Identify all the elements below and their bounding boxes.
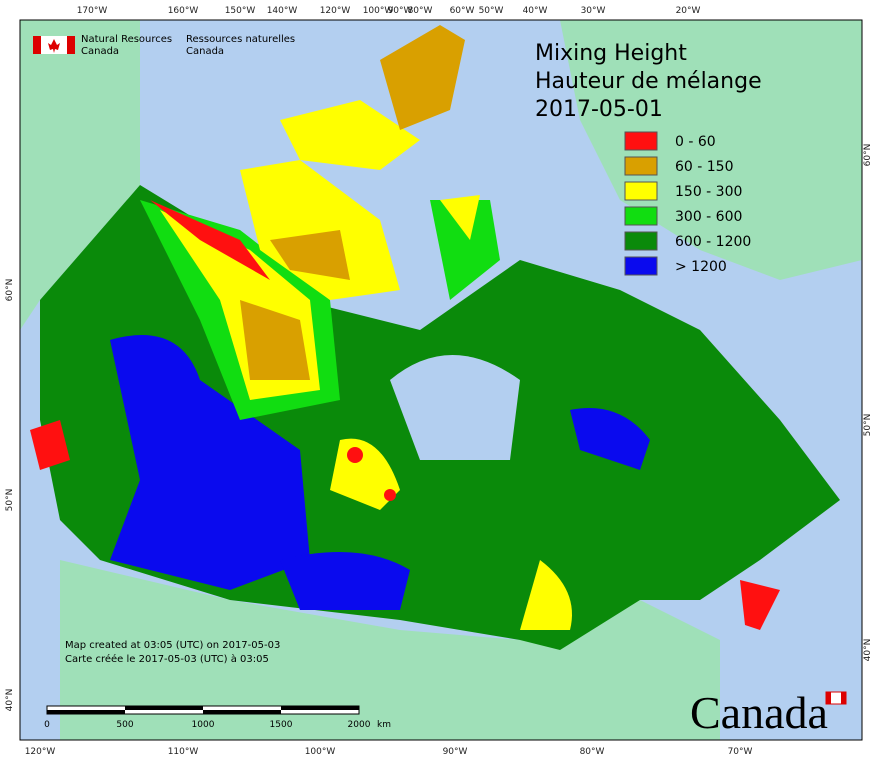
flag-bar	[33, 36, 41, 54]
scale-unit: km	[377, 720, 391, 730]
longitude-label: 100°W	[363, 6, 394, 16]
date: 2017-05-01	[535, 97, 663, 122]
scale-label: 1500	[270, 720, 293, 730]
legend-swatch	[624, 231, 658, 251]
frame	[19, 19, 863, 741]
neighbours	[20, 20, 862, 740]
flag-bar	[841, 692, 846, 704]
note: Map created at 03:05 (UTC) on 2017-05-03	[65, 640, 280, 651]
title-fr: Hauteur de mélange	[535, 69, 762, 94]
scale-segment	[47, 710, 125, 714]
longitude-label: 30°W	[581, 6, 606, 16]
legend-label: 0 - 60	[675, 134, 716, 150]
header: Natural Resources Canada Ressources natu…	[33, 34, 295, 57]
longitude-label: 80°W	[408, 6, 433, 16]
longitude-label: 70°W	[728, 747, 753, 757]
latitude-label: 50°N	[5, 489, 15, 512]
longitude-label: 140°W	[267, 6, 298, 16]
legend-label: 600 - 1200	[675, 234, 751, 250]
legend-swatch	[624, 256, 658, 276]
longitude-label: 110°W	[168, 747, 199, 757]
longitude-label: 90°W	[388, 6, 413, 16]
legend-label: 150 - 300	[675, 184, 742, 200]
legend-swatch	[624, 156, 658, 176]
longitude-label: 160°W	[168, 6, 199, 16]
scale-segment	[125, 706, 203, 710]
latitude-label: 50°N	[863, 414, 873, 437]
legend-swatch	[624, 131, 658, 151]
scale-segment	[281, 706, 359, 710]
longitude-label: 20°W	[676, 6, 701, 16]
scale-label: 1000	[192, 720, 215, 730]
scale-bar: 0 500 1000 1500 2000 km	[44, 705, 391, 730]
graticule: 170°W 160°W 150°W 140°W 120°W 100°W90°W80°W 60…	[5, 6, 873, 757]
longitude-label: 170°W	[77, 6, 108, 16]
note: Carte créée le 2017-05-03 (UTC) à 03:05	[65, 653, 269, 665]
longitude-label: 60°W	[450, 6, 475, 16]
scale-label: 2000	[348, 720, 371, 730]
wordmark: Canada	[690, 687, 828, 738]
canada-land	[30, 25, 840, 650]
legend-swatch	[624, 206, 658, 226]
country-fr: Canada	[186, 46, 224, 57]
scale-label: 500	[116, 720, 133, 730]
longitude-label: 40°W	[523, 6, 548, 16]
scale-label: 0	[44, 720, 50, 730]
maple-leaf	[48, 39, 60, 53]
country-en: Canada	[81, 46, 119, 57]
longitude-label: 90°W	[443, 747, 468, 757]
longitude-label: 80°W	[580, 747, 605, 757]
longitude-label: 150°W	[225, 6, 256, 16]
flag-bar	[67, 36, 75, 54]
latitude-label: 40°N	[863, 639, 873, 662]
latitude-label: 60°N	[863, 144, 873, 167]
legend-label: 60 - 150	[675, 159, 734, 175]
legend: 0 - 60 60 - 150 150 - 300 300 - 600 600 - 12…	[624, 131, 751, 276]
scale-segment	[203, 710, 281, 714]
latitude-label: 60°N	[5, 279, 15, 302]
longitude-label: 120°W	[320, 6, 351, 16]
latitude-label: 40°N	[5, 689, 15, 712]
legend-swatch	[624, 181, 658, 201]
agency-en: Natural Resources	[81, 34, 172, 45]
legend-label: 300 - 600	[675, 209, 742, 225]
longitude-label: 100°W	[305, 747, 336, 757]
agency-fr: Ressources naturelles	[186, 34, 295, 45]
flag-bar	[826, 692, 831, 704]
legend-label: > 1200	[675, 259, 727, 275]
title: Mixing Height	[535, 41, 687, 66]
longitude-label: 120°W	[25, 747, 56, 757]
longitude-label: 50°W	[479, 6, 504, 16]
